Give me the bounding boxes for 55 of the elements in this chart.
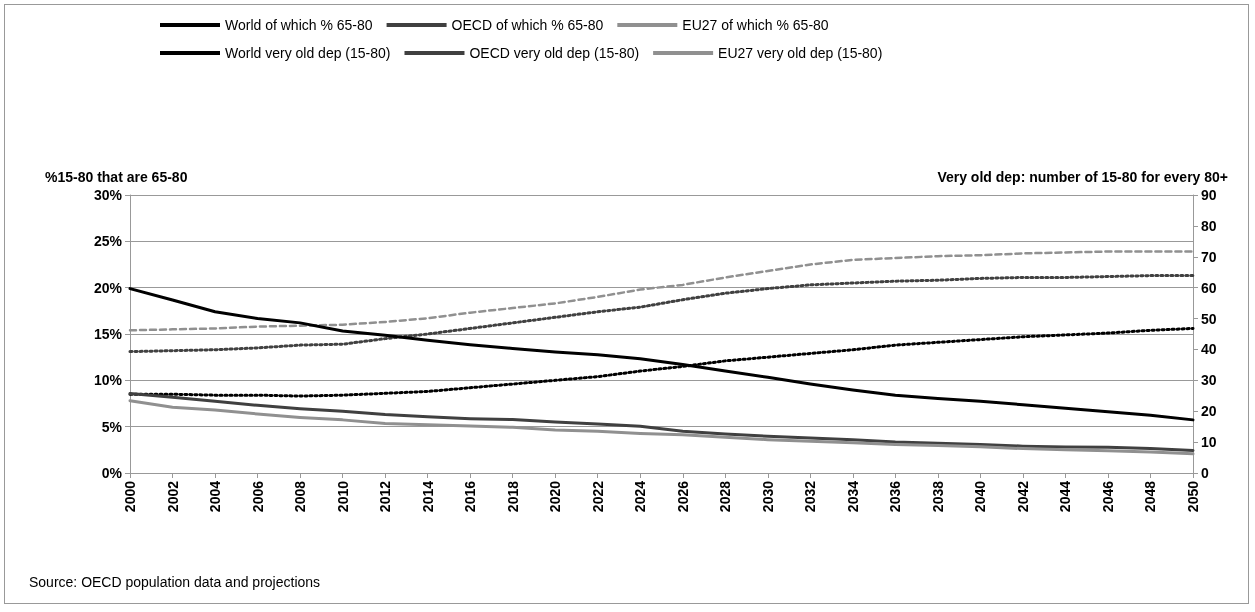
x-tick-label: 2042	[1014, 480, 1031, 513]
y-axis-title: %15-80 that are 65-80	[45, 169, 188, 185]
x-tick-label: 2044	[1057, 480, 1074, 513]
y-tick-label: 20%	[93, 279, 123, 296]
x-tick-label: 2018	[504, 480, 521, 513]
x-tick-label: 2012	[377, 480, 394, 513]
legend-label: EU27 very old dep (15-80)	[718, 45, 883, 61]
x-tick-label: 2010	[334, 480, 351, 513]
x-tick-label: 2048	[1142, 480, 1159, 513]
x-tick-label: 2008	[292, 480, 309, 513]
source-note: Source: OECD population data and projections	[29, 574, 321, 590]
x-tick-label: 2046	[1099, 480, 1116, 513]
x-tick-label: 2000	[122, 480, 138, 513]
x-tick-label: 2030	[759, 480, 776, 513]
y2-tick-label: 80	[1201, 217, 1217, 234]
y-tick-label: 30%	[93, 187, 123, 203]
x-tick-label: 2040	[972, 480, 989, 513]
y2-tick-label: 10	[1201, 434, 1217, 451]
y2-tick-label: 90	[1201, 187, 1217, 203]
x-tick-label: 2050	[1185, 480, 1201, 513]
x-tick-label: 2038	[929, 480, 946, 513]
line-series	[128, 392, 1195, 452]
x-tick-label: 2026	[674, 480, 691, 513]
line-series	[128, 287, 1195, 422]
y-tick-label: 5%	[101, 418, 123, 435]
y2-tick-label: 60	[1201, 279, 1217, 296]
y2-tick-label: 30	[1201, 372, 1217, 389]
y2-axis-title: Very old dep: number of 15-80 for every 80+	[937, 169, 1228, 185]
x-tick-label: 2024	[632, 480, 649, 513]
x-tick-label: 2028	[717, 480, 734, 513]
y-tick-label: 25%	[93, 233, 123, 250]
legend-label: EU27 of which % 65-80	[682, 17, 829, 33]
x-tick-label: 2036	[887, 480, 904, 513]
x-tick-label: 2006	[249, 480, 266, 513]
y2-tick-label: 20	[1201, 403, 1217, 420]
x-tick-label: 2014	[419, 480, 436, 513]
y2-tick-label: 0	[1201, 465, 1209, 481]
line-series	[128, 274, 1195, 354]
y-tick-label: 0%	[101, 465, 123, 481]
x-tick-label: 2022	[589, 480, 606, 513]
y2-tick-label: 70	[1201, 248, 1217, 265]
x-tick-label: 2002	[164, 480, 181, 513]
legend-label: OECD of which % 65-80	[451, 17, 604, 33]
y-tick-label: 15%	[93, 326, 123, 342]
legend-label: OECD very old dep (15-80)	[469, 45, 640, 61]
y2-tick-label: 40	[1201, 341, 1217, 358]
x-tick-label: 2034	[844, 480, 861, 513]
x-tick-label: 2020	[547, 480, 564, 513]
x-tick-label: 2032	[802, 480, 819, 513]
x-tick-label: 2016	[462, 480, 479, 513]
legend-label: World very old dep (15-80)	[225, 45, 391, 61]
legend-label: World of which % 65-80	[225, 17, 373, 33]
y2-tick-label: 50	[1201, 310, 1217, 327]
x-tick-label: 2004	[207, 480, 224, 513]
y-tick-label: 10%	[93, 372, 123, 389]
